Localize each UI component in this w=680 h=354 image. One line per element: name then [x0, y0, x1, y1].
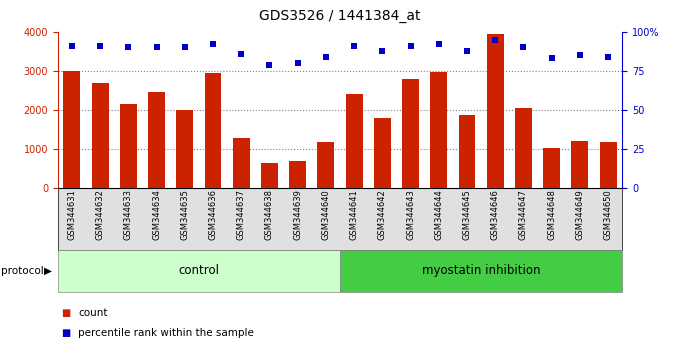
- Text: GDS3526 / 1441384_at: GDS3526 / 1441384_at: [259, 9, 421, 23]
- Bar: [458, 115, 475, 188]
- Point: [123, 45, 134, 50]
- Text: protocol: protocol: [1, 266, 44, 276]
- Point: [433, 41, 444, 47]
- Bar: [487, 34, 504, 188]
- Bar: [261, 164, 278, 188]
- Bar: [318, 142, 335, 188]
- Point: [180, 45, 190, 50]
- Bar: [176, 110, 193, 188]
- Bar: [402, 79, 419, 188]
- Bar: [205, 73, 222, 188]
- Point: [349, 43, 360, 49]
- Point: [518, 45, 529, 50]
- Point: [405, 43, 416, 49]
- Point: [95, 43, 105, 49]
- Point: [377, 48, 388, 53]
- Point: [462, 48, 473, 53]
- Bar: [63, 71, 80, 188]
- Text: ▶: ▶: [44, 266, 52, 276]
- Bar: [120, 104, 137, 188]
- Point: [602, 54, 613, 59]
- Bar: [515, 108, 532, 188]
- Text: control: control: [178, 264, 220, 277]
- Point: [264, 62, 275, 67]
- Point: [67, 43, 78, 49]
- Text: ■: ■: [61, 308, 71, 318]
- Bar: [289, 161, 306, 188]
- Point: [575, 52, 585, 58]
- Bar: [543, 148, 560, 188]
- Text: count: count: [78, 308, 107, 318]
- Point: [320, 54, 331, 59]
- Text: myostatin inhibition: myostatin inhibition: [422, 264, 541, 277]
- Bar: [92, 83, 109, 188]
- Text: percentile rank within the sample: percentile rank within the sample: [78, 328, 254, 338]
- Bar: [233, 138, 250, 188]
- Bar: [430, 72, 447, 188]
- Point: [546, 56, 557, 61]
- Point: [207, 41, 218, 47]
- Point: [236, 51, 247, 57]
- Bar: [600, 142, 617, 188]
- Text: ■: ■: [61, 328, 71, 338]
- Bar: [148, 92, 165, 188]
- Point: [151, 45, 162, 50]
- Bar: [345, 94, 362, 188]
- Point: [292, 60, 303, 66]
- Point: [490, 37, 500, 42]
- Bar: [571, 141, 588, 188]
- Bar: [374, 118, 391, 188]
